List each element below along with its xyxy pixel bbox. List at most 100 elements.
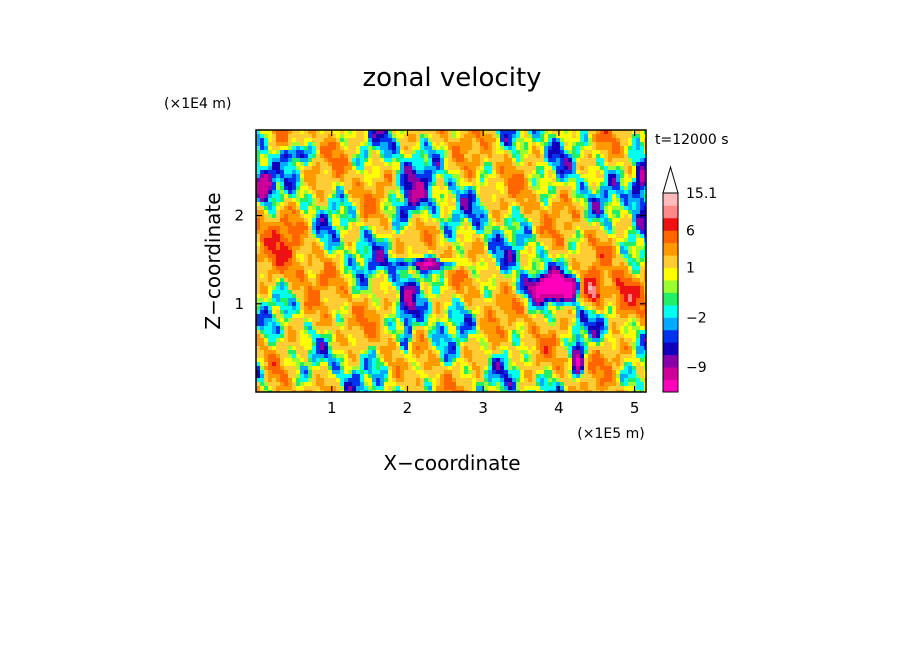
field-cell	[616, 158, 621, 163]
field-cell	[520, 138, 525, 143]
field-cell	[368, 290, 373, 295]
field-cell	[388, 290, 393, 295]
field-cell	[408, 286, 413, 291]
field-cell	[384, 258, 389, 263]
field-cell	[320, 226, 325, 231]
field-cell	[436, 158, 441, 163]
field-cell	[276, 194, 281, 199]
field-cell	[480, 286, 485, 291]
field-cell	[336, 314, 341, 319]
field-cell	[600, 154, 605, 159]
field-cell	[348, 254, 353, 259]
field-cell	[284, 182, 289, 187]
field-cell	[580, 294, 585, 299]
field-cell	[508, 294, 513, 299]
field-cell	[428, 138, 433, 143]
field-cell	[332, 326, 337, 331]
field-cell	[424, 158, 429, 163]
field-cell	[432, 142, 437, 147]
field-cell	[636, 186, 641, 191]
field-cell	[320, 186, 325, 191]
field-cell	[288, 154, 293, 159]
field-cell	[368, 170, 373, 175]
field-cell	[384, 278, 389, 283]
field-cell	[336, 150, 341, 155]
field-cell	[348, 210, 353, 215]
field-cell	[452, 306, 457, 311]
field-cell	[372, 246, 377, 251]
field-cell	[476, 250, 481, 255]
field-cell	[632, 186, 637, 191]
field-cell	[460, 274, 465, 279]
field-cell	[556, 266, 561, 271]
field-cell	[592, 270, 597, 275]
field-cell	[388, 318, 393, 323]
field-cell	[472, 190, 477, 195]
field-cell	[576, 158, 581, 163]
field-cell	[616, 262, 621, 267]
field-cell	[312, 158, 317, 163]
field-cell	[456, 258, 461, 263]
field-cell	[284, 238, 289, 243]
field-cell	[352, 166, 357, 171]
field-cell	[376, 150, 381, 155]
field-cell	[344, 258, 349, 263]
field-cell	[304, 298, 309, 303]
field-cell	[532, 230, 537, 235]
field-cell	[492, 210, 497, 215]
field-cell	[336, 218, 341, 223]
field-cell	[504, 214, 509, 219]
field-cell	[364, 134, 369, 139]
field-cell	[448, 146, 453, 151]
field-cell	[424, 322, 429, 327]
field-cell	[556, 282, 561, 287]
field-cell	[268, 258, 273, 263]
field-cell	[272, 290, 277, 295]
field-cell	[536, 298, 541, 303]
field-cell	[400, 266, 405, 271]
field-cell	[476, 206, 481, 211]
field-cell	[280, 138, 285, 143]
field-cell	[332, 278, 337, 283]
field-cell	[580, 274, 585, 279]
field-cell	[596, 262, 601, 267]
field-cell	[564, 134, 569, 139]
field-cell	[424, 250, 429, 255]
field-cell	[280, 274, 285, 279]
field-cell	[456, 326, 461, 331]
field-cell	[540, 130, 545, 135]
field-cell	[452, 326, 457, 331]
field-cell	[388, 286, 393, 291]
field-cell	[592, 302, 597, 307]
field-cell	[564, 218, 569, 223]
field-cell	[512, 230, 517, 235]
field-cell	[536, 266, 541, 271]
field-cell	[480, 290, 485, 295]
field-cell	[292, 182, 297, 187]
field-cell	[428, 182, 433, 187]
field-cell	[628, 230, 633, 235]
field-cell	[308, 246, 313, 251]
field-cell	[464, 254, 469, 259]
field-cell	[484, 246, 489, 251]
field-cell	[324, 330, 329, 335]
field-cell	[608, 238, 613, 243]
field-cell	[268, 226, 273, 231]
field-cell	[484, 198, 489, 203]
field-cell	[264, 262, 269, 267]
field-cell	[440, 302, 445, 307]
field-cell	[468, 274, 473, 279]
field-cell	[360, 282, 365, 287]
field-cell	[272, 134, 277, 139]
field-cell	[484, 182, 489, 187]
field-cell	[628, 266, 633, 271]
field-cell	[332, 310, 337, 315]
field-cell	[540, 262, 545, 267]
field-cell	[324, 234, 329, 239]
field-cell	[388, 242, 393, 247]
field-cell	[616, 270, 621, 275]
field-cell	[344, 318, 349, 323]
field-cell	[620, 246, 625, 251]
field-cell	[632, 146, 637, 151]
field-cell	[624, 158, 629, 163]
